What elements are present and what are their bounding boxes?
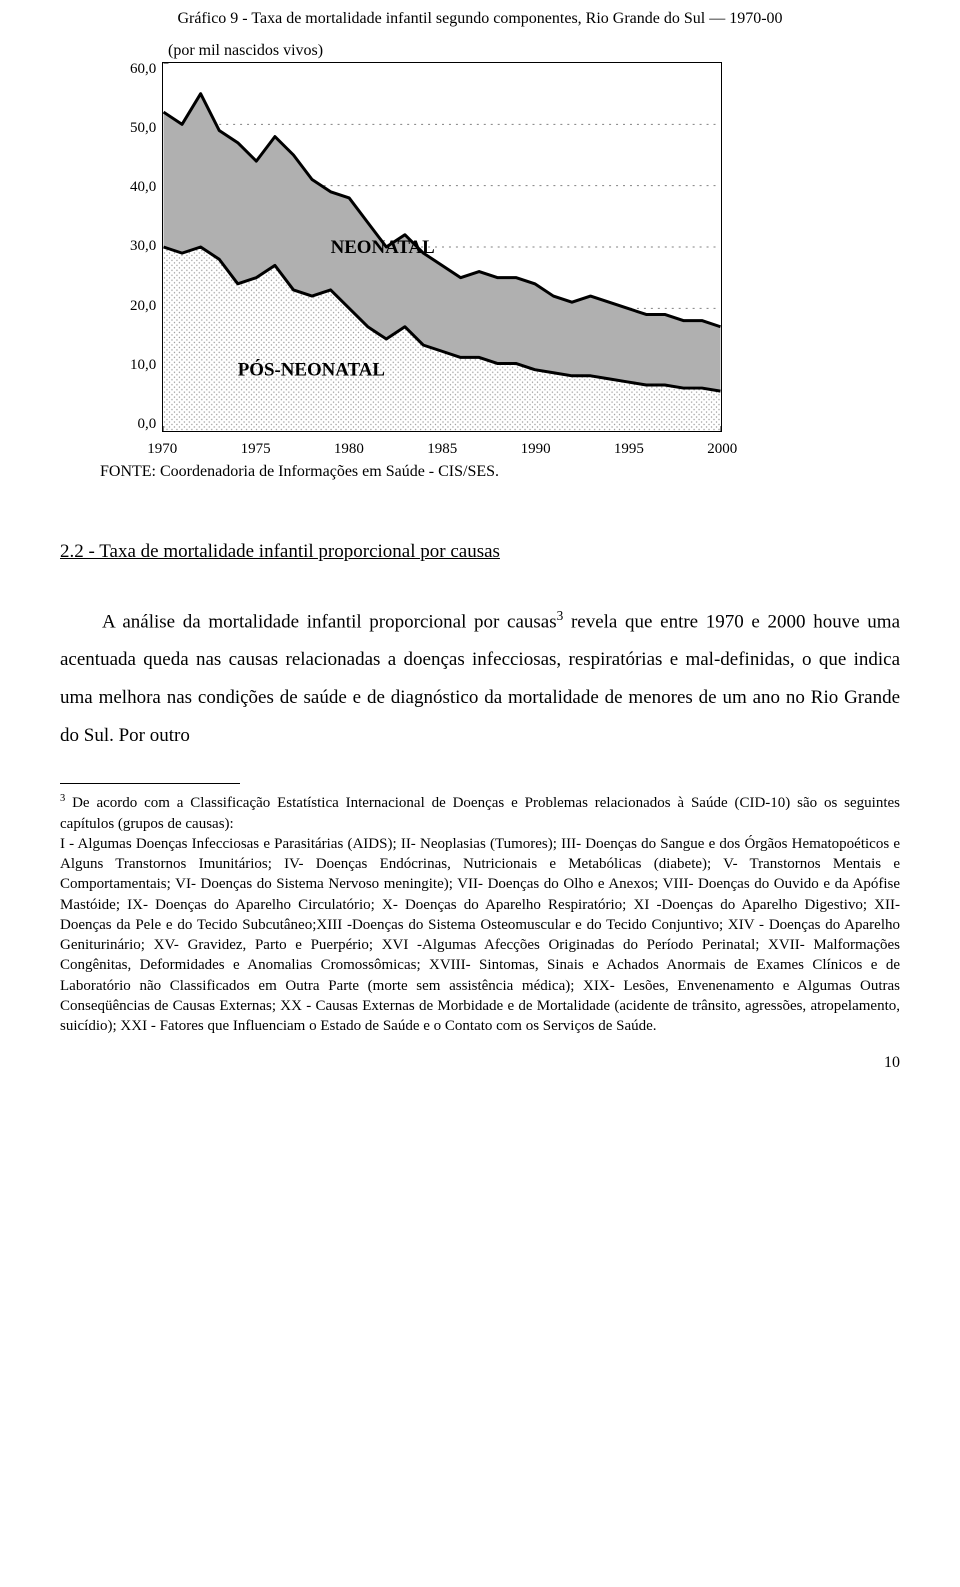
y-tick-label: 40,0 (130, 180, 156, 195)
x-tick-label: 1995 (614, 441, 644, 458)
y-tick-label: 20,0 (130, 299, 156, 314)
x-tick-label: 1985 (427, 441, 457, 458)
y-axis-labels: 60,0 50,0 40,0 30,0 20,0 10,0 0,0 (130, 62, 162, 432)
body-paragraph: A análise da mortalidade infantil propor… (60, 603, 900, 755)
y-tick-label: 50,0 (130, 121, 156, 136)
area-chart: NEONATAL PÓS-NEONATAL (162, 62, 722, 432)
chart-title: Gráfico 9 - Taxa de mortalidade infantil… (60, 10, 900, 28)
footnote-intro: De acordo com a Classificação Estatístic… (60, 795, 900, 831)
x-tick-label: 1970 (147, 441, 177, 458)
body-text-a: A análise da mortalidade infantil propor… (102, 611, 557, 632)
x-tick-label: 2000 (707, 441, 737, 458)
svg-text:PÓS-NEONATAL: PÓS-NEONATAL (238, 359, 385, 381)
chart-block: (por mil nascidos vivos) 60,0 50,0 40,0 30,… (130, 42, 900, 481)
footnote-separator (60, 783, 240, 784)
x-tick-label: 1990 (521, 441, 551, 458)
chart-subtitle: (por mil nascidos vivos) (168, 42, 900, 60)
y-tick-label: 30,0 (130, 239, 156, 254)
svg-text:NEONATAL: NEONATAL (331, 237, 435, 258)
footnote: 3 De acordo com a Classificação Estatíst… (60, 792, 900, 1036)
y-tick-label: 60,0 (130, 62, 156, 77)
x-tick-label: 1975 (241, 441, 271, 458)
page-number: 10 (60, 1054, 900, 1072)
y-tick-label: 0,0 (138, 417, 157, 432)
x-axis-labels: 1970197519801985199019952000 (162, 441, 722, 459)
y-tick-label: 10,0 (130, 358, 156, 373)
section-heading: 2.2 - Taxa de mortalidade infantil propo… (60, 541, 900, 563)
chart-source: FONTE: Coordenadoria de Informações em S… (100, 463, 900, 481)
x-tick-label: 1980 (334, 441, 364, 458)
footnote-body: I - Algumas Doenças Infecciosas e Parasi… (60, 836, 900, 1034)
